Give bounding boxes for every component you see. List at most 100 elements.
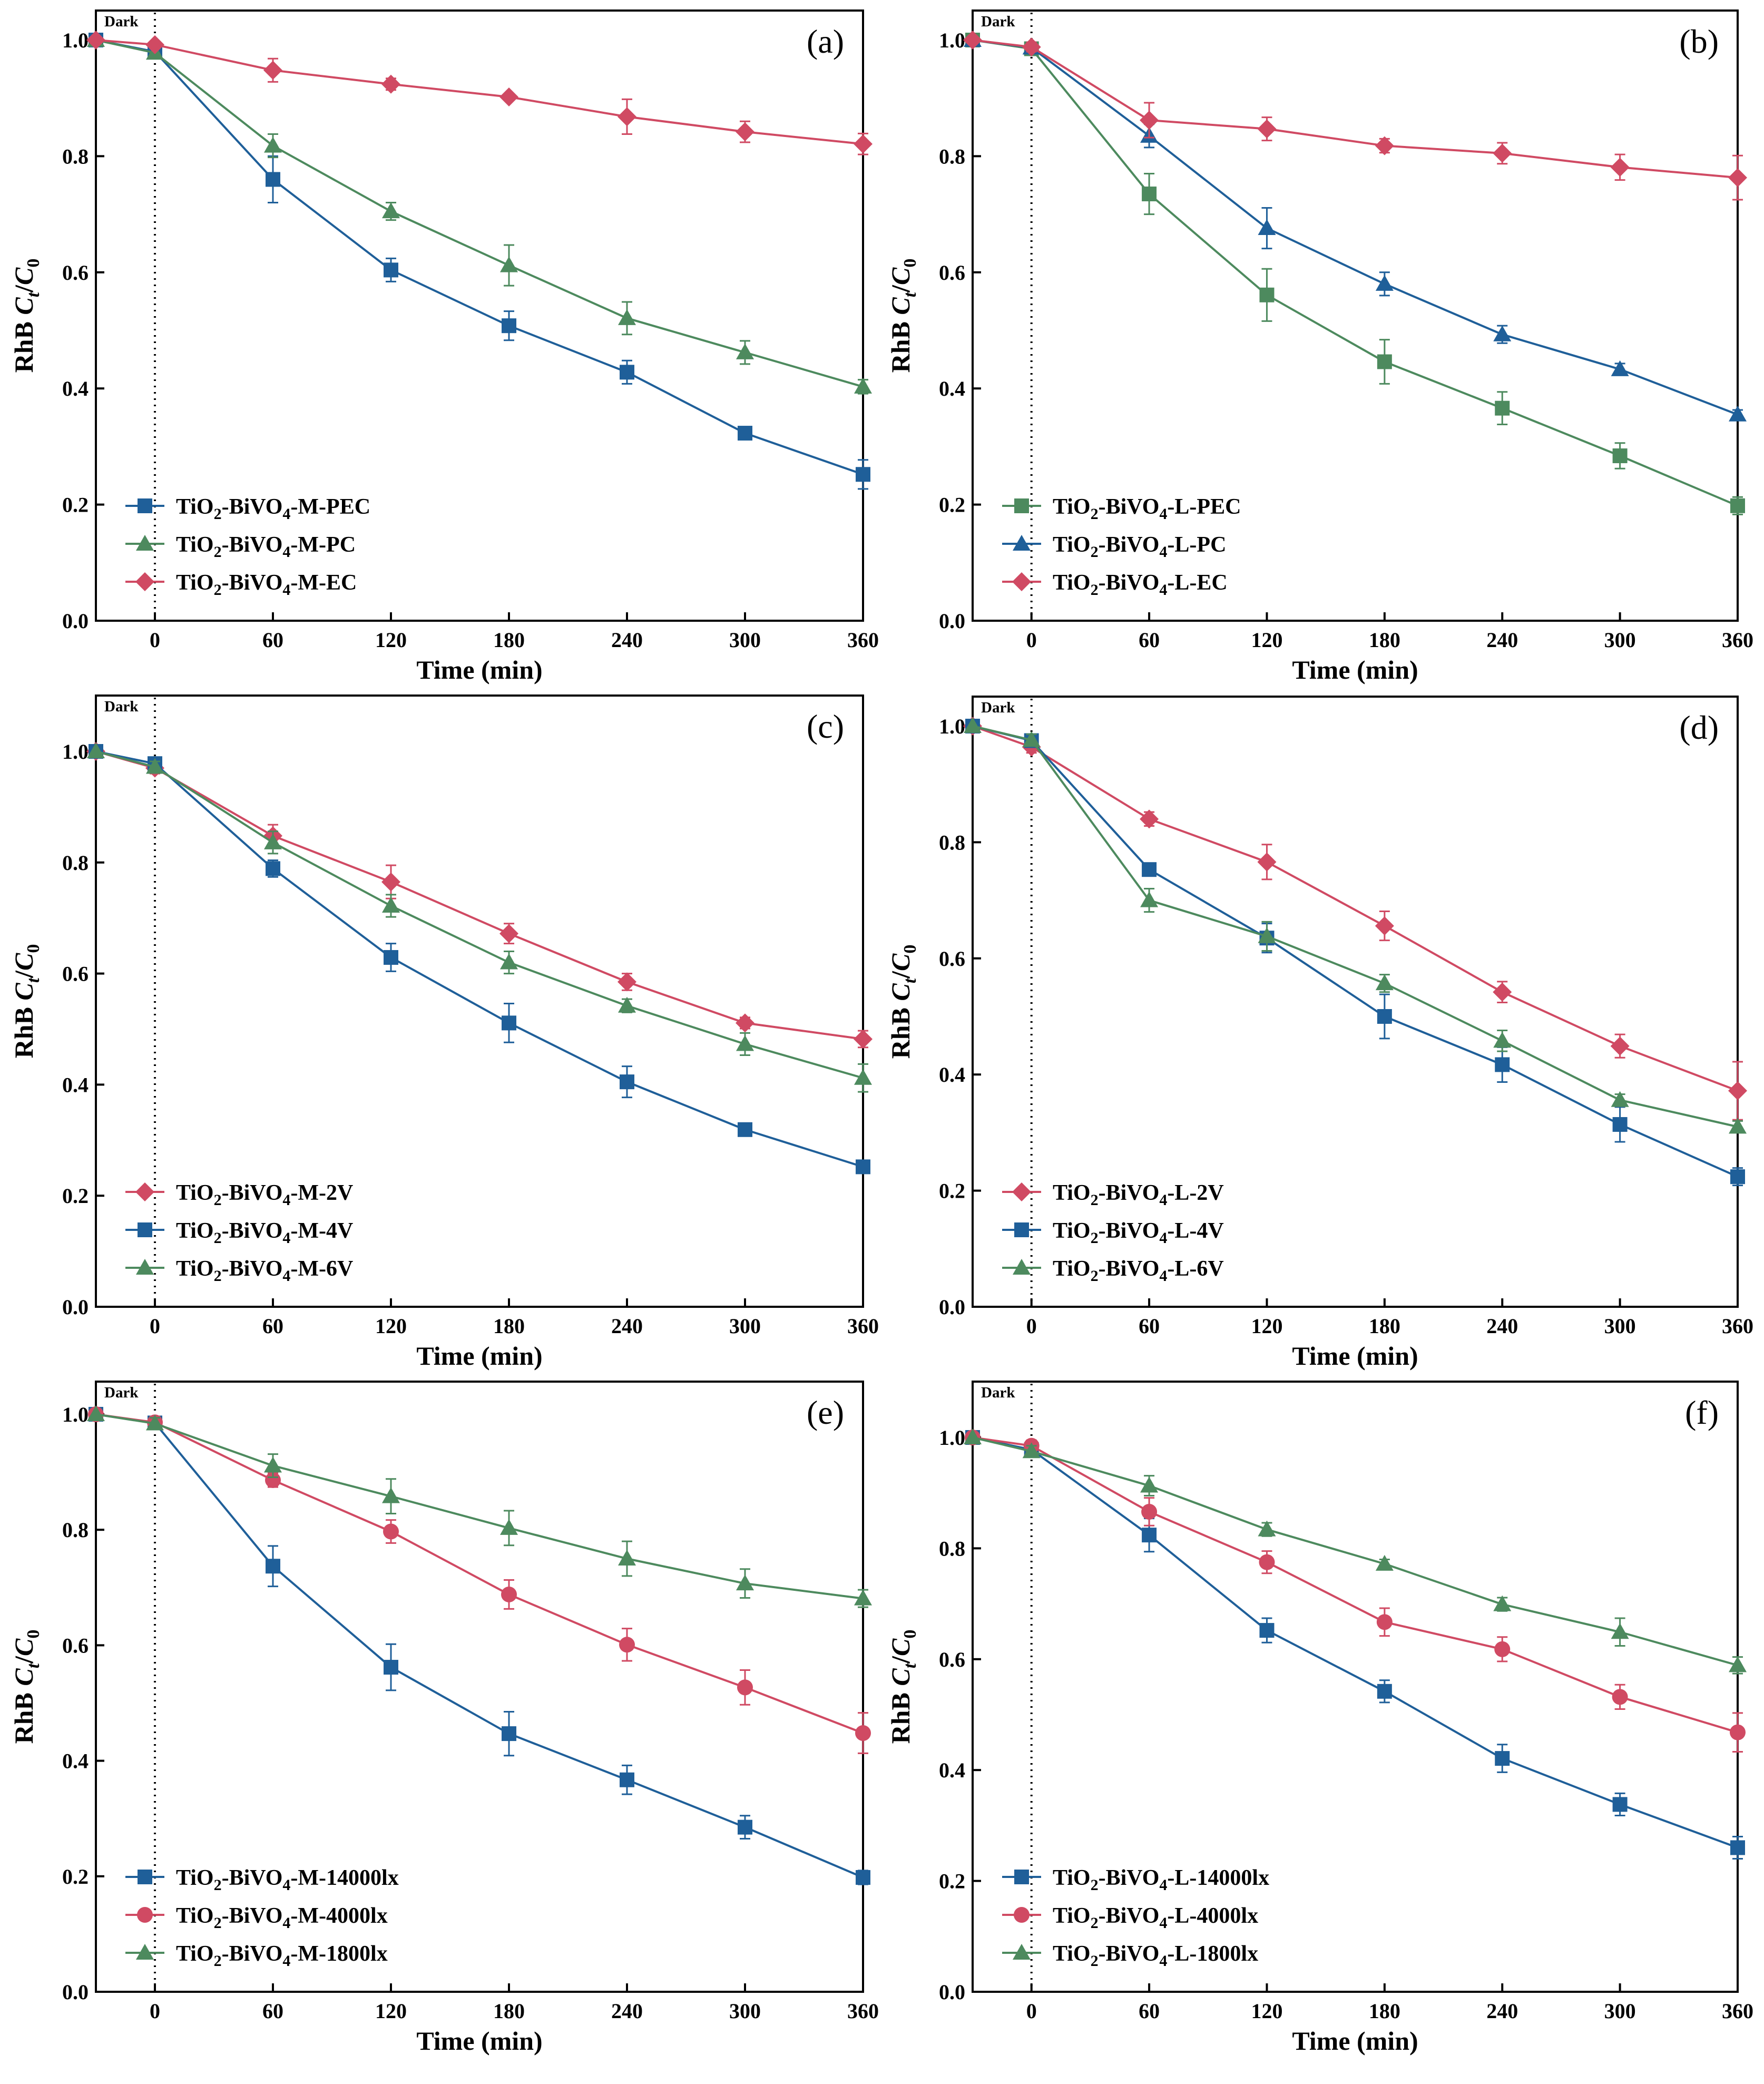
series-line [972,725,1738,1178]
data-point [384,262,398,278]
y-tick-label: 0.2 [62,493,89,517]
y-tick-label: 0.6 [62,1633,89,1657]
x-tick-label: 60 [1139,628,1160,652]
x-axis-title: Time (min) [416,2026,542,2056]
data-point [383,1523,399,1540]
data-point [1257,852,1277,872]
data-point [1142,862,1157,877]
dark-label: Dark [981,1384,1015,1401]
series-line [95,39,864,145]
data-point [854,134,873,154]
y-tick-label: 1.0 [939,1426,965,1450]
x-tick-label: 120 [375,1999,407,2023]
data-point [1729,1656,1747,1672]
data-point [265,1472,281,1488]
data-point [856,467,870,482]
data-point [964,1429,982,1444]
data-point [1377,354,1392,369]
data-point [736,1013,754,1033]
series-line [95,750,864,1168]
series-1 [86,742,873,1049]
x-tick-label: 180 [493,628,525,652]
legend-label: TiO2-BiVO4-L-4000lx [1053,1904,1258,1932]
data-point [854,1589,872,1606]
data-point [382,1487,400,1503]
y-tick-label: 0.8 [939,144,965,168]
data-point [146,758,164,774]
legend-marker [1014,498,1029,513]
legend-marker [135,1182,154,1201]
data-point [1022,731,1041,747]
chart-panel-5: Dark 0 60 120 180 240 300 360 0.0 0.2 0.4 0.6 0.8 1.0… [9,1381,879,2056]
data-point [1612,1689,1628,1705]
series-1 [89,1407,870,1885]
plot-frame [95,1381,864,1993]
data-point [1729,405,1747,422]
data-point [1610,158,1630,177]
data-point [1376,1614,1393,1630]
series-3 [87,742,872,1093]
y-axis-title: RhB Ct/C0 [9,944,43,1059]
x-tick-label: 300 [729,1314,761,1338]
data-point [381,74,400,94]
legend: TiO2-BiVO4-L-2V TiO2-BiVO4-L-4V TiO2-BiVO4… [1002,1181,1224,1285]
y-tick-label: 1.0 [62,28,89,52]
y-tick-label: 0.4 [62,1749,89,1773]
plot-frame [972,9,1739,622]
data-point [1259,1623,1275,1638]
data-point [500,953,518,970]
data-point [1730,498,1745,513]
x-tick-label: 360 [847,1999,879,2023]
legend-marker [1014,1870,1029,1884]
panel-label: (a) [807,23,844,60]
series-line [95,39,864,388]
legend: TiO2-BiVO4-M-14000lx TiO2-BiVO4-M-4000lx T… [125,1866,399,1970]
x-tick-label: 0 [150,1999,160,2023]
data-point [736,1574,754,1591]
legend-marker [1014,1907,1030,1923]
data-point [502,318,516,334]
legend-label: TiO2-BiVO4-L-14000lx [1053,1866,1269,1894]
x-tick-label: 0 [150,628,160,652]
data-point [1495,1057,1510,1072]
x-tick-label: 180 [1369,628,1400,652]
data-point [736,343,754,359]
data-point [618,996,636,1013]
data-point [738,1122,752,1137]
legend-label: TiO2-BiVO4-M-4000lx [176,1904,388,1932]
data-point [1611,1091,1629,1107]
legend-label: TiO2-BiVO4-L-6V [1053,1257,1224,1285]
data-point [1022,37,1041,57]
legend-label: TiO2-BiVO4-M-PEC [176,495,370,523]
legend-label: TiO2-BiVO4-L-PC [1053,533,1226,561]
legend-marker [1012,572,1031,591]
y-tick-label: 0.8 [939,830,965,854]
y-tick-label: 0.0 [939,1295,965,1319]
series-3 [963,31,1747,201]
legend-label: TiO2-BiVO4-M-1800lx [176,1942,388,1970]
x-tick-label: 120 [375,1314,407,1338]
x-tick-label: 240 [611,1999,643,2023]
data-point [618,107,636,126]
series-line [95,750,864,1040]
data-point [502,1726,516,1741]
data-point [620,1772,634,1787]
y-tick-label: 0.4 [939,377,965,400]
x-tick-label: 360 [1722,628,1753,652]
legend-label: TiO2-BiVO4-L-EC [1053,571,1228,599]
series-line [95,39,864,476]
data-point [619,1637,635,1653]
series-3 [964,1429,1747,1675]
panel-label: (f) [1685,1394,1719,1431]
x-tick-label: 300 [1604,628,1636,652]
data-point [1612,1117,1628,1132]
legend-marker [138,1222,152,1237]
series-1 [963,717,1747,1121]
series-3 [87,1405,872,1608]
data-point [501,1586,517,1602]
data-point [87,1405,105,1421]
dark-label: Dark [104,1384,139,1401]
series-2 [965,1430,1746,1753]
data-point [856,1870,870,1885]
